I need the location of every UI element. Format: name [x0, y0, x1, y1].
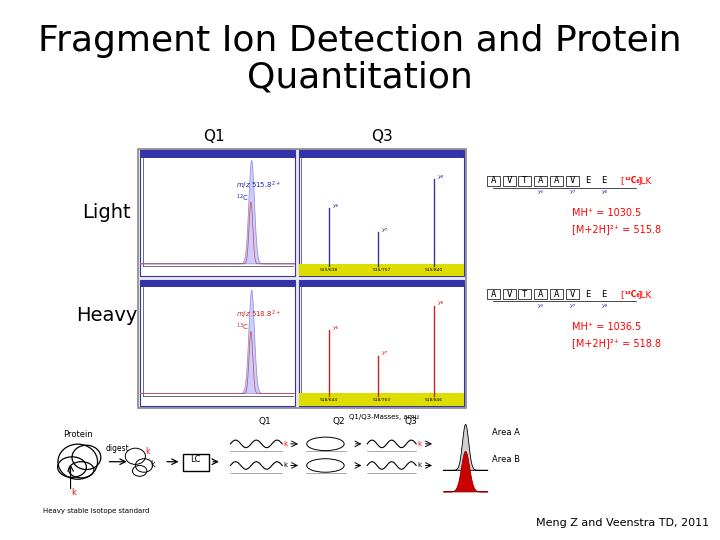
Text: V: V — [570, 290, 575, 299]
Text: Q1: Q1 — [203, 129, 225, 144]
Text: ¹³C₆: ¹³C₆ — [624, 290, 640, 299]
Text: y₇: y₇ — [382, 350, 388, 355]
Text: ¹²C₆: ¹²C₆ — [624, 177, 640, 185]
Text: y₆: y₆ — [332, 202, 338, 208]
Text: k: k — [418, 462, 422, 468]
FancyBboxPatch shape — [300, 264, 464, 276]
Text: y₈: y₈ — [601, 189, 607, 194]
Text: A: A — [490, 177, 496, 185]
Text: 515/840: 515/840 — [425, 268, 444, 272]
FancyBboxPatch shape — [300, 280, 464, 406]
Text: $m/z$ 515.8$^{2+}$: $m/z$ 515.8$^{2+}$ — [236, 179, 281, 192]
Text: $^{12}$C: $^{12}$C — [236, 192, 249, 204]
Text: A: A — [538, 177, 544, 185]
Text: V: V — [506, 290, 512, 299]
Text: ]LK: ]LK — [637, 177, 652, 185]
Text: LC: LC — [191, 455, 201, 464]
Text: k: k — [150, 460, 154, 469]
Text: A: A — [554, 177, 559, 185]
Text: Q2: Q2 — [332, 417, 345, 426]
Text: Light: Light — [82, 202, 131, 222]
Text: [M+2H]²⁺ = 515.8: [M+2H]²⁺ = 515.8 — [572, 225, 662, 234]
Text: Area A: Area A — [492, 428, 521, 437]
Polygon shape — [140, 290, 295, 394]
Text: Area B: Area B — [492, 455, 521, 464]
Text: A: A — [490, 290, 496, 299]
Text: y₇: y₇ — [382, 227, 388, 232]
FancyBboxPatch shape — [300, 280, 464, 287]
Text: E: E — [601, 290, 607, 299]
FancyBboxPatch shape — [140, 280, 295, 406]
Text: V: V — [570, 177, 575, 185]
Text: A: A — [554, 290, 559, 299]
FancyBboxPatch shape — [300, 394, 464, 406]
FancyBboxPatch shape — [300, 150, 464, 158]
FancyBboxPatch shape — [300, 150, 464, 276]
Text: y₈: y₈ — [601, 302, 607, 308]
Text: T: T — [522, 177, 528, 185]
Text: Heavy: Heavy — [76, 306, 138, 326]
Text: E: E — [601, 177, 607, 185]
Text: E: E — [585, 177, 591, 185]
Text: 515/638: 515/638 — [320, 268, 338, 272]
Text: k: k — [284, 462, 288, 468]
Text: Q3: Q3 — [404, 417, 417, 426]
Text: E: E — [585, 290, 591, 299]
Text: k: k — [145, 447, 150, 456]
Text: $^{13}$C: $^{13}$C — [236, 322, 249, 333]
Text: Fragment Ion Detection and Protein: Fragment Ion Detection and Protein — [38, 24, 682, 57]
Text: y₇: y₇ — [570, 189, 575, 194]
Text: k: k — [72, 488, 76, 497]
Text: ]LK: ]LK — [637, 290, 652, 299]
Text: $m/z$ 518.8$^{2+}$: $m/z$ 518.8$^{2+}$ — [236, 309, 281, 321]
FancyBboxPatch shape — [138, 148, 466, 408]
Polygon shape — [140, 160, 295, 264]
Text: Quantitation: Quantitation — [247, 61, 473, 94]
FancyBboxPatch shape — [183, 454, 209, 471]
Text: Q1/Q3-Masses, amu: Q1/Q3-Masses, amu — [349, 414, 419, 421]
Text: A: A — [538, 290, 544, 299]
Text: y₈: y₈ — [437, 174, 444, 179]
FancyBboxPatch shape — [140, 150, 295, 276]
Text: Protein: Protein — [63, 430, 93, 439]
FancyBboxPatch shape — [140, 150, 295, 158]
Text: k: k — [418, 441, 422, 447]
Text: [: [ — [620, 177, 624, 185]
Text: k: k — [284, 441, 288, 447]
Text: digest: digest — [106, 444, 129, 453]
Text: V: V — [506, 177, 512, 185]
Text: 518/644: 518/644 — [320, 398, 338, 402]
Text: Meng Z and Veenstra TD, 2011: Meng Z and Veenstra TD, 2011 — [536, 518, 709, 528]
Text: y₈: y₈ — [437, 300, 444, 306]
Text: Q3: Q3 — [371, 129, 392, 144]
Text: MH⁺ = 1030.5: MH⁺ = 1030.5 — [572, 208, 642, 218]
Text: [: [ — [620, 290, 624, 299]
Text: y₅: y₅ — [538, 302, 544, 308]
Text: T: T — [522, 290, 528, 299]
Text: y₇: y₇ — [570, 302, 575, 308]
Text: Q1: Q1 — [258, 417, 271, 426]
Text: Heavy stable Isotope standard: Heavy stable Isotope standard — [43, 508, 150, 514]
Text: MH⁺ = 1036.5: MH⁺ = 1036.5 — [572, 322, 642, 332]
Text: y₅: y₅ — [538, 189, 544, 194]
Text: 518/763: 518/763 — [372, 398, 390, 402]
Text: 518/846: 518/846 — [425, 398, 443, 402]
Text: [M+2H]²⁺ = 518.8: [M+2H]²⁺ = 518.8 — [572, 338, 662, 348]
FancyBboxPatch shape — [140, 280, 295, 287]
Text: y₆: y₆ — [332, 325, 338, 330]
Text: 515/757: 515/757 — [372, 268, 391, 272]
